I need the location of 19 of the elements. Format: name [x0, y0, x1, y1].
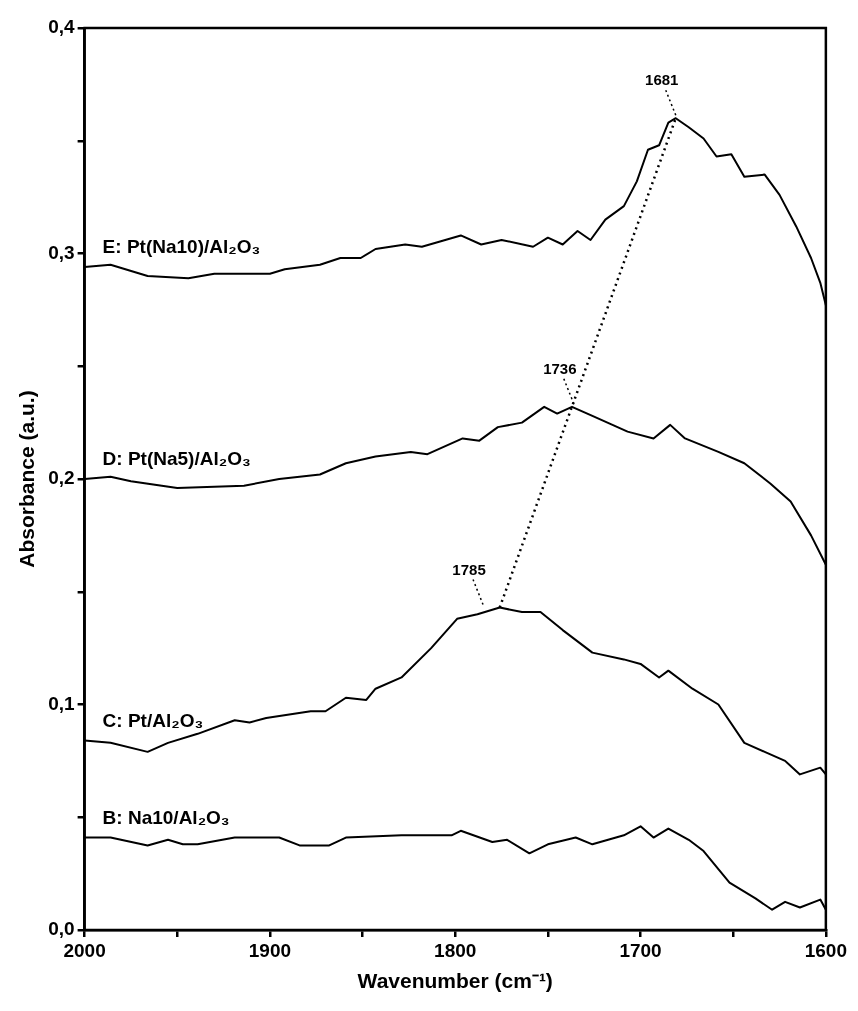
x-tick-label: 2000	[63, 939, 106, 961]
y-tick-label: 0,1	[48, 692, 76, 714]
x-tick-label: 1700	[619, 939, 662, 961]
x-axis-title: Wavenumber (cm⁻¹)	[357, 969, 553, 993]
x-tick-label: 1900	[248, 939, 292, 961]
x-tick-label: 1600	[804, 939, 848, 961]
y-tick-label: 0,2	[48, 467, 75, 489]
series-label: D: Pt(Na5)/Al₂O₃	[102, 448, 251, 469]
series-label: E: Pt(Na10)/Al₂O₃	[102, 236, 261, 258]
y-tick-label: 0,4	[48, 16, 76, 38]
series-label: C: Pt/Al₂O₃	[102, 709, 204, 731]
series-label: B: Na10/Al₂O₃	[102, 806, 230, 828]
y-tick-label: 0,3	[48, 241, 75, 263]
y-axis-title: Absorbance (a.u.)	[15, 390, 39, 568]
y-tick-label: 0,0	[48, 918, 75, 940]
annotation: 1681	[645, 71, 679, 89]
annotation: 1785	[452, 560, 486, 578]
x-tick-label: 1800	[434, 939, 477, 961]
annotation: 1736	[543, 359, 577, 377]
